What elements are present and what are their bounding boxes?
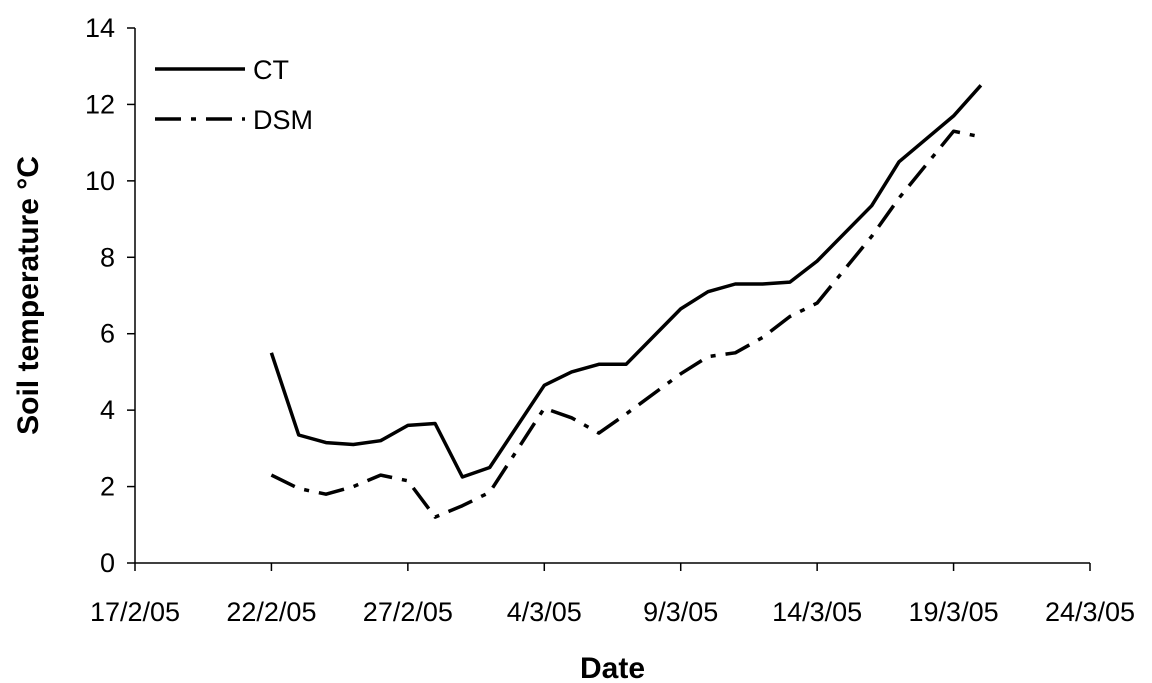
x-tick-label: 9/3/05	[643, 597, 718, 627]
series-layer	[269, 84, 983, 519]
legend-label-ct: CT	[253, 55, 289, 85]
y-tick-label: 12	[85, 89, 115, 119]
legend-label-dsm: DSM	[253, 105, 313, 135]
x-tick-label: 14/3/05	[772, 597, 862, 627]
axes	[134, 28, 1090, 564]
y-tick-label: 4	[100, 395, 115, 425]
data-point-dsm	[706, 355, 710, 359]
legend: CT DSM	[155, 55, 313, 135]
x-tick-label: 17/2/05	[90, 597, 180, 627]
y-tick-label: 8	[100, 242, 115, 272]
data-point-dsm	[979, 135, 983, 139]
y-tick-label: 10	[85, 166, 115, 196]
x-tick-label: 27/2/05	[363, 597, 453, 627]
x-ticks: 17/2/05 22/2/05 27/2/05 4/3/05 9/3/05 14/3/05…	[90, 563, 1135, 627]
x-tick-label: 4/3/05	[507, 597, 582, 627]
y-axis-title: Soil temperature °C	[12, 156, 45, 435]
data-point-dsm	[297, 486, 301, 490]
y-tick-label: 2	[100, 472, 115, 502]
y-tick-label: 14	[85, 13, 115, 43]
data-point-dsm	[488, 490, 492, 494]
y-ticks: 0 2 4 6 8 10 12 14	[85, 13, 135, 578]
series-line-dsm	[270, 129, 982, 519]
y-tick-label: 6	[100, 319, 115, 349]
x-tick-label: 24/3/05	[1045, 597, 1135, 627]
x-tick-label: 19/3/05	[909, 597, 999, 627]
data-point-dsm	[542, 406, 546, 410]
x-tick-label: 22/2/05	[226, 597, 316, 627]
y-tick-label: 0	[100, 548, 115, 578]
series-line-ct	[269, 84, 983, 479]
x-axis-title: Date	[580, 652, 645, 683]
